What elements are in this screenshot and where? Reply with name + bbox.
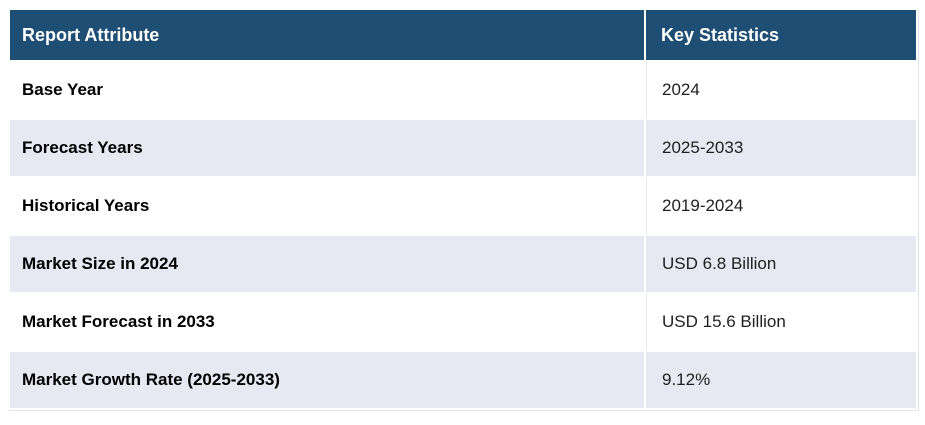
table-row-forecast-years: Forecast Years 2025-2033 <box>10 120 916 176</box>
table-row-market-size: Market Size in 2024 USD 6.8 Billion <box>10 236 916 292</box>
attribute-label: Market Growth Rate (2025-2033) <box>10 352 644 408</box>
key-statistics-table: Report Attribute Key Statistics Base Yea… <box>8 8 918 410</box>
attribute-value: 2019-2024 <box>646 178 916 234</box>
column-header-key-statistics: Key Statistics <box>646 10 916 60</box>
attribute-label: Base Year <box>10 62 644 118</box>
attribute-label: Forecast Years <box>10 120 644 176</box>
table-header: Report Attribute Key Statistics <box>10 10 916 60</box>
table-row-market-forecast: Market Forecast in 2033 USD 15.6 Billion <box>10 294 916 350</box>
table-row-base-year: Base Year 2024 <box>10 62 916 118</box>
attribute-label: Market Size in 2024 <box>10 236 644 292</box>
header-row: Report Attribute Key Statistics <box>10 10 916 60</box>
attribute-label: Market Forecast in 2033 <box>10 294 644 350</box>
table-body: Base Year 2024 Forecast Years 2025-2033 … <box>10 62 916 408</box>
attribute-value: 2024 <box>646 62 916 118</box>
attribute-value: USD 15.6 Billion <box>646 294 916 350</box>
attribute-value: 9.12% <box>646 352 916 408</box>
table-row-historical-years: Historical Years 2019-2024 <box>10 178 916 234</box>
column-header-report-attribute: Report Attribute <box>10 10 644 60</box>
attribute-label: Historical Years <box>10 178 644 234</box>
attribute-value: 2025-2033 <box>646 120 916 176</box>
table-row-market-growth-rate: Market Growth Rate (2025-2033) 9.12% <box>10 352 916 408</box>
attribute-value: USD 6.8 Billion <box>646 236 916 292</box>
